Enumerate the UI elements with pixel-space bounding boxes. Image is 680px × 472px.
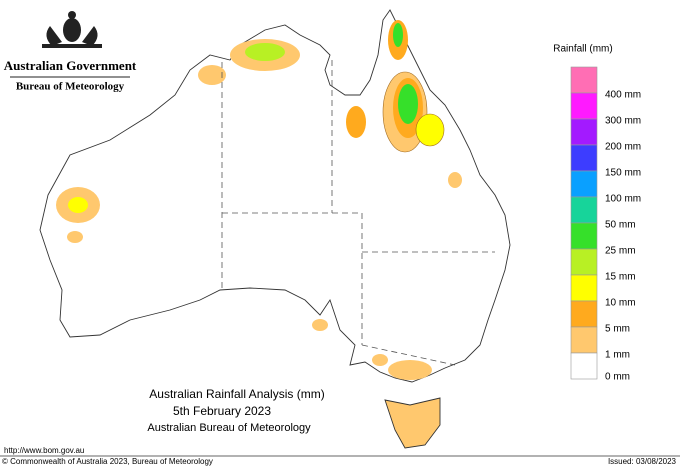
legend-label: 1 mm (605, 350, 630, 361)
legend-swatch (570, 274, 598, 302)
crest (42, 11, 102, 48)
legend-label: 200 mm (605, 142, 641, 153)
legend-swatch (570, 352, 598, 380)
legend-label: 100 mm (605, 194, 641, 205)
legend-label: 150 mm (605, 168, 641, 179)
url: http://www.bom.gov.au (4, 446, 84, 455)
tasmania (384, 397, 441, 449)
legend-label: 10 mm (605, 298, 636, 309)
legend-swatch (570, 300, 598, 328)
bureau-name: Bureau of Meteorology (16, 81, 125, 93)
legend-swatch (570, 196, 598, 224)
rainfall-areas (56, 20, 462, 380)
legend-label: 25 mm (605, 246, 636, 257)
legend-swatch (570, 66, 598, 94)
issued: Issued: 03/08/2023 (608, 457, 677, 466)
copyright: © Commonwealth of Australia 2023, Bureau… (2, 457, 213, 466)
date: 5th February 2023 (173, 404, 271, 418)
legend-title: Rainfall (mm) (553, 44, 612, 55)
legend-swatch (570, 92, 598, 120)
legend-swatch (570, 118, 598, 146)
title: Australian Rainfall Analysis (mm) (149, 387, 324, 401)
legend-swatch (570, 144, 598, 172)
legend-label: 0 mm (605, 372, 630, 383)
legend-label: 50 mm (605, 220, 636, 231)
subtitle: Australian Bureau of Meteorology (147, 422, 311, 434)
state-border (361, 344, 456, 366)
legend-label: 400 mm (605, 90, 641, 101)
legend-label: 15 mm (605, 272, 636, 283)
legend-label: 5 mm (605, 324, 630, 335)
australia (39, 9, 511, 449)
legend-swatch (570, 326, 598, 354)
legend-swatch (570, 248, 598, 276)
legend: 400 mm 300 mm 200 mm 150 mm 100 mm 50 mm 25 mm… (570, 66, 641, 383)
legend-swatch (570, 222, 598, 250)
legend-label: 300 mm (605, 116, 641, 127)
government-name: Australian Government (4, 58, 137, 73)
legend-swatch (570, 170, 598, 198)
